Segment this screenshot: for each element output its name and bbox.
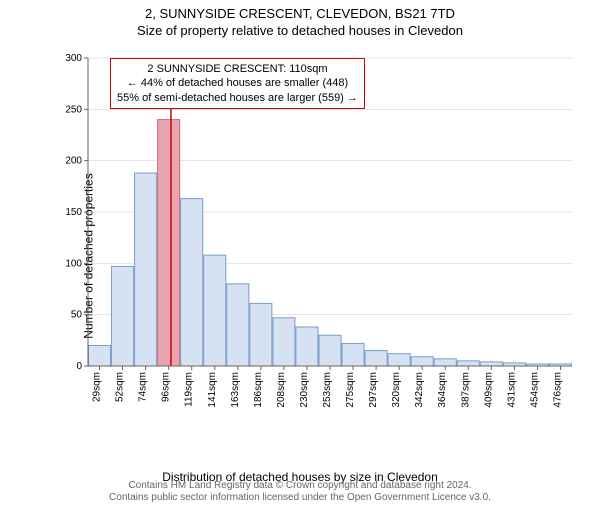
x-tick-label: 163sqm [230, 372, 241, 408]
x-tick-label: 186sqm [253, 372, 264, 408]
bar [181, 199, 203, 366]
footer-line1: Contains HM Land Registry data © Crown c… [0, 480, 600, 492]
bar [319, 335, 341, 366]
x-tick-label: 320sqm [391, 372, 402, 408]
bar [342, 343, 364, 366]
svg-text:50: 50 [71, 310, 83, 321]
x-tick-label: 52sqm [115, 372, 126, 402]
bar [227, 284, 249, 366]
svg-text:100: 100 [65, 258, 82, 269]
annotation-line3: 55% of semi-detached houses are larger (… [117, 91, 358, 105]
bar [158, 120, 180, 366]
chart-title-sub: Size of property relative to detached ho… [0, 23, 600, 38]
svg-text:250: 250 [65, 104, 82, 115]
x-tick-label: 476sqm [552, 372, 563, 408]
svg-text:200: 200 [65, 156, 82, 167]
x-tick-label: 297sqm [368, 372, 379, 408]
footer: Contains HM Land Registry data © Crown c… [0, 480, 600, 504]
x-tick-label: 230sqm [299, 372, 310, 408]
bar [296, 327, 318, 366]
bar [204, 255, 226, 366]
x-tick-label: 431sqm [506, 372, 517, 408]
bar [411, 357, 433, 366]
annotation-box: 2 SUNNYSIDE CRESCENT: 110sqm ← 44% of de… [110, 58, 365, 109]
bar [365, 351, 387, 366]
x-tick-label: 29sqm [92, 372, 103, 402]
bar [89, 345, 111, 366]
footer-line2: Contains public sector information licen… [0, 492, 600, 504]
x-tick-label: 208sqm [276, 372, 287, 408]
x-tick-label: 454sqm [529, 372, 540, 408]
x-tick-label: 96sqm [161, 372, 172, 402]
x-tick-label: 364sqm [437, 372, 448, 408]
bar [388, 354, 410, 366]
svg-text:0: 0 [76, 361, 82, 372]
x-tick-label: 409sqm [483, 372, 494, 408]
x-tick-label: 387sqm [460, 372, 471, 408]
bar [135, 173, 157, 366]
x-tick-label: 141sqm [207, 372, 218, 408]
annotation-line1: 2 SUNNYSIDE CRESCENT: 110sqm [117, 62, 358, 76]
bar [480, 362, 502, 366]
bar [434, 359, 456, 366]
bar [273, 318, 295, 366]
chart-title-main: 2, SUNNYSIDE CRESCENT, CLEVEDON, BS21 7T… [0, 6, 600, 21]
x-tick-label: 342sqm [414, 372, 425, 408]
chart-container: 2, SUNNYSIDE CRESCENT, CLEVEDON, BS21 7T… [0, 6, 600, 506]
svg-text:300: 300 [65, 54, 82, 64]
x-tick-label: 119sqm [184, 372, 195, 407]
x-tick-label: 253sqm [322, 372, 333, 408]
x-tick-label: 74sqm [138, 372, 149, 402]
chart-area: 0 50 100 150 200 250 300 29sqm 52sqm 74sqm 96sqm 11… [60, 54, 578, 424]
bar [250, 303, 272, 366]
bar [112, 266, 134, 366]
x-tick-label: 275sqm [345, 372, 356, 408]
annotation-line2: ← 44% of detached houses are smaller (44… [117, 76, 358, 90]
chart-svg: 0 50 100 150 200 250 300 29sqm 52sqm 74sqm 96sqm 11… [60, 54, 578, 424]
svg-text:150: 150 [65, 207, 82, 218]
bar [457, 361, 479, 366]
